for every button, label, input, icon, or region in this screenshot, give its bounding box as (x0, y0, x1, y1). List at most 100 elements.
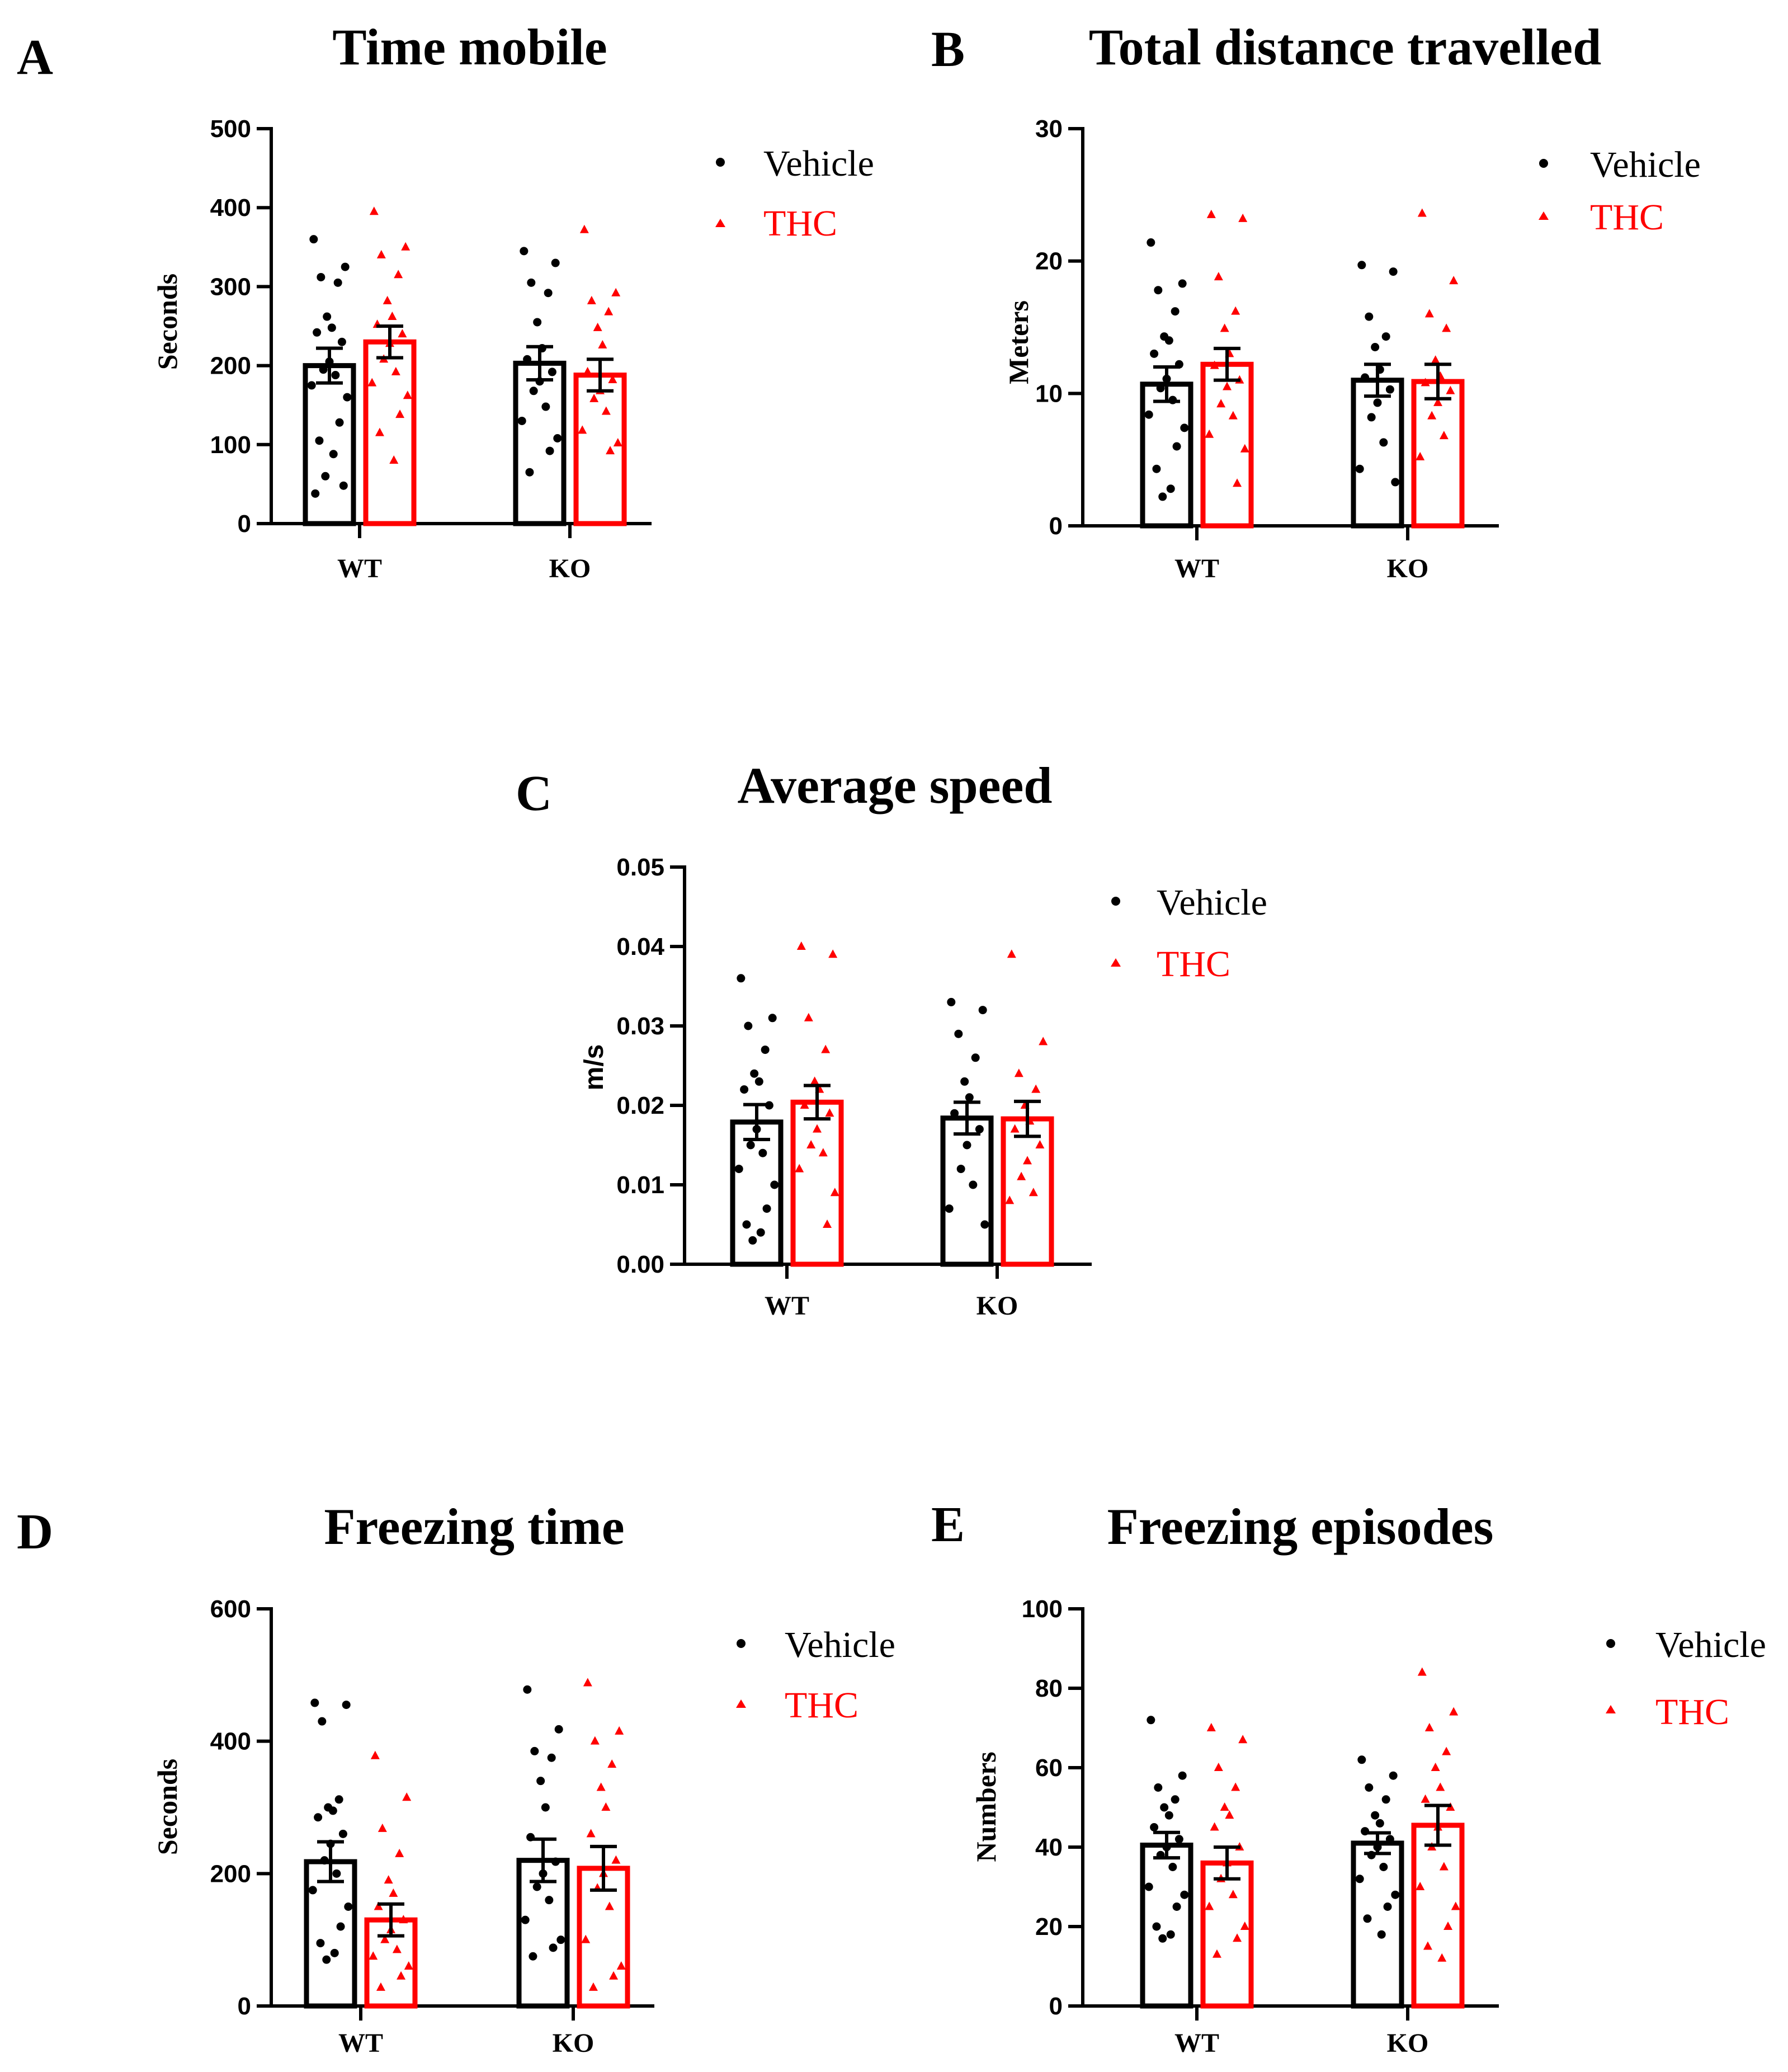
data-point-vehicle (1365, 1783, 1374, 1792)
data-point-vehicle (1377, 1930, 1386, 1939)
data-point-thc (1417, 208, 1427, 217)
bar-vehicle-wt (730, 1119, 784, 1267)
data-point-vehicle (978, 1006, 987, 1015)
data-point-vehicle (1166, 1930, 1175, 1939)
data-point-thc (388, 312, 397, 321)
data-point-thc (1231, 1782, 1240, 1791)
legend: Vehicle THC (1606, 1624, 1766, 1732)
data-point-thc (1417, 1667, 1427, 1676)
data-point-thc (813, 1124, 822, 1133)
data-point-thc (403, 390, 412, 399)
y-tick-label: 20 (1035, 248, 1063, 275)
data-point-vehicle (1355, 1875, 1364, 1883)
category-label-ko: KO (1387, 2028, 1429, 2058)
data-point-thc (1210, 1822, 1219, 1831)
data-point-thc (578, 425, 587, 434)
data-point-thc (1231, 306, 1240, 315)
panel-a: A Time mobile Seconds WT KO Vehicle THC … (17, 18, 874, 583)
data-point-vehicle (1174, 1835, 1183, 1844)
data-point-thc (608, 375, 617, 384)
data-point-vehicle (554, 1725, 563, 1734)
data-point-vehicle (960, 1077, 969, 1086)
category-label-wt: WT (337, 554, 382, 583)
data-point-vehicle (1389, 1771, 1398, 1780)
data-point-thc (1017, 1171, 1026, 1180)
data-point-thc (1210, 360, 1219, 369)
y-tick-label: 0 (238, 510, 251, 538)
data-point-vehicle (1385, 1835, 1394, 1844)
data-point-vehicle (1357, 261, 1366, 270)
data-point-vehicle (527, 278, 536, 287)
category-label-wt: WT (765, 1291, 809, 1321)
data-point-vehicle (1357, 1755, 1366, 1764)
data-point-thc (795, 1164, 804, 1172)
data-point-thc (374, 1901, 383, 1910)
data-point-vehicle (1147, 1716, 1155, 1725)
data-point-vehicle (748, 1236, 757, 1245)
data-point-vehicle (762, 1204, 771, 1213)
panel-title: Freezing episodes (1107, 1498, 1494, 1555)
bar-vehicle-wt (1140, 1842, 1193, 2009)
legend-thc-marker (1111, 958, 1121, 967)
panel-title: Average speed (738, 757, 1053, 814)
data-point-thc (1427, 411, 1437, 420)
data-point-vehicle (321, 472, 330, 481)
y-tick-label: 0 (238, 1993, 251, 2020)
data-point-thc (601, 1802, 611, 1811)
data-point-vehicle (1367, 413, 1376, 422)
data-point-thc (1439, 1862, 1449, 1871)
data-point-vehicle (750, 1069, 759, 1078)
data-point-vehicle (1158, 1934, 1167, 1943)
data-point-vehicle (1389, 267, 1398, 276)
y-tick-label: 500 (210, 115, 251, 143)
data-point-vehicle (523, 1685, 532, 1694)
data-point-thc (389, 455, 399, 464)
data-point-thc (588, 1982, 598, 1991)
data-point-vehicle (327, 323, 336, 332)
data-point-vehicle (318, 1717, 327, 1726)
data-point-vehicle (737, 974, 746, 983)
data-point-thc (389, 1888, 398, 1897)
data-point-vehicle (965, 1093, 974, 1102)
data-point-vehicle (333, 278, 342, 287)
data-point-thc (587, 295, 596, 304)
data-point-thc (369, 206, 379, 215)
data-point-vehicle (525, 468, 534, 477)
data-point-thc (383, 295, 392, 304)
data-point-thc (1206, 209, 1216, 218)
data-point-vehicle (1385, 385, 1394, 394)
data-point-thc (1424, 309, 1434, 318)
data-point-thc (398, 329, 407, 338)
data-point-thc (1225, 1810, 1234, 1819)
data-point-vehicle (1371, 343, 1380, 351)
panel-b: B Total distance travelled Meters WT KO … (931, 18, 1701, 583)
data-point-thc (1223, 382, 1232, 390)
data-point-vehicle (734, 1165, 743, 1174)
data-point-vehicle (1178, 279, 1187, 288)
data-point-thc (804, 1013, 813, 1021)
legend-vehicle-marker (1606, 1639, 1615, 1648)
panel-letter: E (931, 1497, 965, 1552)
y-tick-label: 0.04 (616, 933, 664, 960)
data-point-thc (1431, 355, 1440, 364)
data-point-vehicle (971, 1053, 980, 1062)
data-point-vehicle (547, 1753, 556, 1762)
data-point-vehicle (311, 489, 320, 498)
data-point-vehicle (529, 387, 538, 395)
legend-thc-label: THC (785, 1685, 858, 1726)
legend-vehicle-label: Vehicle (785, 1624, 895, 1665)
data-point-vehicle (1379, 438, 1388, 447)
data-point-thc (607, 1759, 617, 1768)
data-point-vehicle (336, 1922, 345, 1931)
data-point-vehicle (742, 1220, 751, 1229)
data-point-thc (1205, 1901, 1214, 1910)
y-tick-label: 0.05 (616, 854, 664, 881)
data-point-thc (1238, 213, 1248, 222)
data-point-vehicle (328, 1806, 337, 1815)
data-point-thc (1031, 1084, 1041, 1093)
panel-d: D Freezing time Seconds WT KO Vehicle TH… (17, 1498, 895, 2058)
category-label-ko: KO (549, 554, 591, 583)
y-axis-label: Meters (1003, 300, 1034, 384)
data-point-vehicle (1361, 373, 1370, 382)
data-point-thc (604, 307, 614, 315)
